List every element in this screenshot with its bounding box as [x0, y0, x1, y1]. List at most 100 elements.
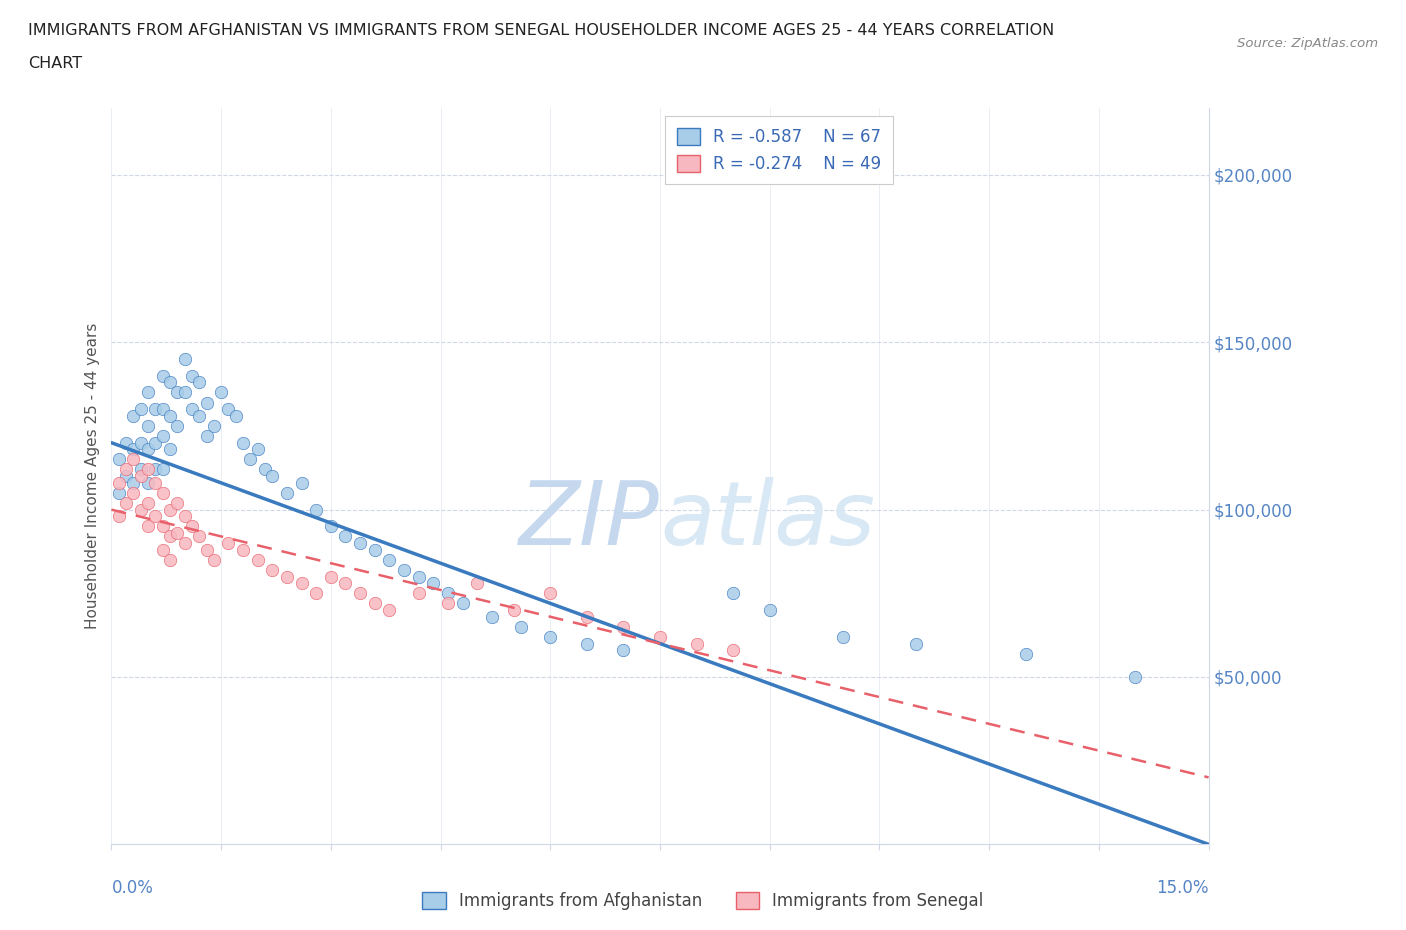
Point [122, 452, 145, 467]
Point [612, 619, 634, 634]
Point [502, 603, 524, 618]
Point [253, 462, 276, 477]
Point [758, 603, 780, 618]
Point [166, 525, 188, 540]
Point [276, 569, 298, 584]
Point [246, 442, 269, 457]
Point [305, 502, 328, 517]
Point [115, 435, 138, 450]
Point [262, 563, 284, 578]
Point [122, 442, 145, 457]
Point [246, 552, 269, 567]
Point [239, 452, 262, 467]
Point [166, 418, 188, 433]
Point [538, 586, 561, 601]
Point [129, 435, 152, 450]
Point [831, 630, 853, 644]
Point [422, 576, 444, 591]
Point [335, 529, 357, 544]
Point [481, 609, 503, 624]
Point [143, 435, 166, 450]
Point [152, 368, 174, 383]
Point [408, 569, 430, 584]
Point [129, 462, 152, 477]
Point [143, 402, 166, 417]
Point [173, 509, 195, 524]
Point [648, 630, 671, 644]
Point [408, 586, 430, 601]
Point [136, 519, 159, 534]
Point [437, 596, 460, 611]
Point [143, 509, 166, 524]
Point [136, 418, 159, 433]
Point [305, 586, 328, 601]
Point [152, 462, 174, 477]
Point [392, 563, 415, 578]
Point [152, 429, 174, 444]
Point [159, 502, 181, 517]
Point [180, 402, 202, 417]
Text: IMMIGRANTS FROM AFGHANISTAN VS IMMIGRANTS FROM SENEGAL HOUSEHOLDER INCOME AGES 2: IMMIGRANTS FROM AFGHANISTAN VS IMMIGRANT… [28, 23, 1054, 38]
Point [122, 485, 145, 500]
Point [129, 502, 152, 517]
Point [195, 429, 218, 444]
Point [465, 576, 488, 591]
Point [152, 485, 174, 500]
Point [1015, 646, 1038, 661]
Point [575, 609, 598, 624]
Point [276, 485, 298, 500]
Point [451, 596, 474, 611]
Point [195, 542, 218, 557]
Point [136, 385, 159, 400]
Text: ZIP: ZIP [519, 477, 659, 564]
Point [291, 576, 314, 591]
Point [209, 385, 232, 400]
Point [510, 619, 533, 634]
Point [319, 519, 342, 534]
Point [721, 586, 744, 601]
Point [143, 462, 166, 477]
Point [122, 408, 145, 423]
Point [159, 375, 181, 390]
Point [159, 552, 181, 567]
Point [905, 636, 928, 651]
Point [232, 435, 254, 450]
Point [575, 636, 598, 651]
Point [143, 475, 166, 490]
Point [188, 529, 211, 544]
Point [319, 569, 342, 584]
Point [115, 496, 138, 511]
Point [217, 402, 239, 417]
Point [173, 536, 195, 551]
Point [136, 475, 159, 490]
Point [202, 552, 225, 567]
Point [107, 485, 129, 500]
Text: atlas: atlas [659, 477, 875, 564]
Point [166, 496, 188, 511]
Point [349, 536, 371, 551]
Point [122, 475, 145, 490]
Point [195, 395, 218, 410]
Point [364, 596, 387, 611]
Point [152, 519, 174, 534]
Point [1125, 670, 1147, 684]
Point [129, 469, 152, 484]
Point [225, 408, 247, 423]
Point [188, 375, 211, 390]
Y-axis label: Householder Income Ages 25 - 44 years: Householder Income Ages 25 - 44 years [86, 323, 100, 630]
Point [437, 586, 460, 601]
Text: Source: ZipAtlas.com: Source: ZipAtlas.com [1237, 37, 1378, 50]
Point [378, 552, 401, 567]
Text: 15.0%: 15.0% [1156, 879, 1209, 897]
Point [217, 536, 239, 551]
Point [159, 408, 181, 423]
Point [136, 496, 159, 511]
Point [180, 519, 202, 534]
Point [107, 452, 129, 467]
Point [364, 542, 387, 557]
Point [166, 385, 188, 400]
Point [262, 469, 284, 484]
Point [107, 475, 129, 490]
Point [349, 586, 371, 601]
Point [685, 636, 707, 651]
